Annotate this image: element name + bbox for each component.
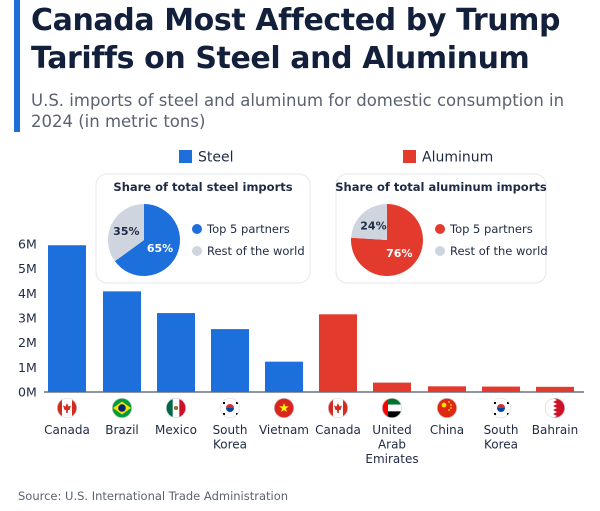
category-label: China (430, 423, 464, 437)
aluminum-legend-label: Top 5 partners (449, 222, 533, 236)
category-label: South (484, 423, 519, 437)
category-label: Emirates (365, 452, 418, 466)
china-flag-icon (436, 397, 457, 418)
chart-title: Canada Most Affected by Trump Tariffs on… (31, 3, 561, 76)
category-label: South (213, 423, 248, 437)
bar-aluminum-south-korea (482, 386, 520, 392)
y-tick-label: 3M (18, 311, 37, 326)
bar-steel-south-korea (211, 329, 249, 392)
vietnam-flag-icon (273, 397, 294, 418)
y-tick-label: 0M (18, 385, 37, 400)
steel-legend-dot (192, 246, 202, 256)
category-label: United (372, 423, 411, 437)
aluminum-pie-label-rest: 24% (360, 220, 386, 233)
legend-swatch-steel (179, 150, 192, 163)
category-label: Korea (484, 438, 518, 452)
bar-aluminum-united-arab-emirates (373, 382, 411, 392)
canada-flag-icon (327, 397, 348, 418)
south-korea-flag-icon (220, 397, 241, 418)
steel-pie-label-top5: 65% (147, 242, 173, 255)
steel-legend-label: Top 5 partners (206, 222, 290, 236)
south-korea-flag-icon (490, 397, 511, 418)
aluminum-pie-slice-top5 (351, 204, 423, 276)
bar-aluminum-china (428, 386, 466, 392)
steel-legend-label: Rest of the world (207, 244, 305, 258)
aluminum-legend-dot (435, 224, 445, 234)
category-label: Canada (44, 423, 90, 437)
steel-share-card: Share of total steel imports 65% 35% Top 5 … (95, 173, 311, 284)
source-note: Source: U.S. International Trade Adminis… (18, 489, 289, 503)
y-tick-label: 5M (18, 261, 37, 276)
bar-aluminum-bahrain (536, 386, 574, 392)
category-label: Arab (378, 438, 406, 452)
brazil-flag-icon (112, 397, 133, 418)
steel-legend-dot (192, 224, 202, 234)
canada-flag-icon (56, 397, 77, 418)
steel-pie-slice-rest (107, 204, 144, 262)
category-label: Canada (315, 423, 361, 437)
y-tick-label: 1M (18, 360, 37, 375)
y-tick-label: 2M (18, 335, 37, 350)
bar-steel-brazil (103, 291, 141, 392)
category-label: Brazil (105, 423, 139, 437)
bar-steel-canada (48, 245, 86, 392)
category-label: Bahrain (532, 423, 578, 437)
legend-swatch-aluminum (403, 150, 416, 163)
y-tick-label: 6M (18, 237, 37, 252)
steel-pie-slice-top5 (114, 204, 180, 276)
uae-flag-icon (381, 397, 402, 418)
legend-label-aluminum: Aluminum (422, 150, 493, 166)
aluminum-pie-slice-rest (351, 204, 387, 240)
aluminum-pie-label-top5: 76% (386, 247, 412, 260)
chart-subtitle: U.S. imports of steel and aluminum for d… (31, 91, 565, 131)
mexico-flag-icon (166, 397, 187, 418)
bar-steel-mexico (157, 313, 195, 392)
y-tick-label: 4M (18, 286, 37, 301)
bar-aluminum-canada (319, 314, 357, 392)
aluminum-legend-label: Rest of the world (450, 244, 548, 258)
category-label: Mexico (155, 423, 197, 437)
aluminum-pie-title: Share of total aluminum imports (335, 180, 547, 194)
accent-bar (14, 0, 20, 132)
steel-pie-label-rest: 35% (113, 225, 139, 238)
steel-pie-title: Share of total steel imports (113, 180, 292, 194)
category-label: Vietnam (259, 423, 309, 437)
category-label: Korea (213, 438, 247, 452)
bar-steel-vietnam (265, 361, 303, 392)
aluminum-share-card: Share of total aluminum imports 76% 24% Top… (335, 173, 548, 284)
bahrain-flag-icon (544, 397, 565, 418)
legend-label-steel: Steel (198, 150, 234, 166)
aluminum-legend-dot (435, 246, 445, 256)
